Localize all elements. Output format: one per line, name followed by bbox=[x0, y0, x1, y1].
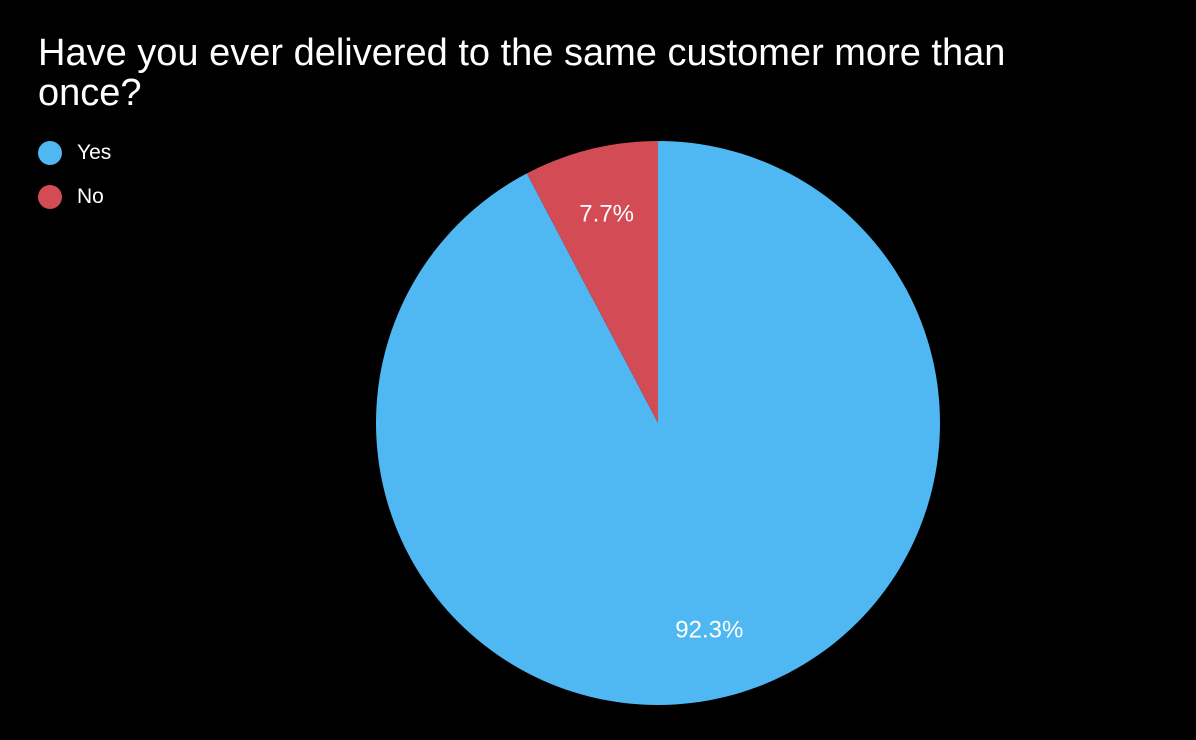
legend-label-no: No bbox=[77, 185, 104, 208]
pie-slice-yes[interactable] bbox=[375, 141, 940, 705]
legend-swatch-yes bbox=[38, 141, 62, 165]
legend-label-yes: Yes bbox=[77, 141, 112, 164]
slice-label-no: 7.7% bbox=[579, 200, 634, 227]
chart-title: Have you ever delivered to the same cust… bbox=[38, 32, 1006, 114]
slice-label-yes: 92.3% bbox=[675, 616, 743, 643]
pie-slice-no[interactable] bbox=[526, 141, 658, 423]
legend: Yes No bbox=[38, 141, 111, 229]
legend-item-no[interactable]: No bbox=[38, 185, 111, 209]
legend-swatch-no bbox=[38, 185, 62, 209]
legend-item-yes[interactable]: Yes bbox=[38, 141, 111, 165]
